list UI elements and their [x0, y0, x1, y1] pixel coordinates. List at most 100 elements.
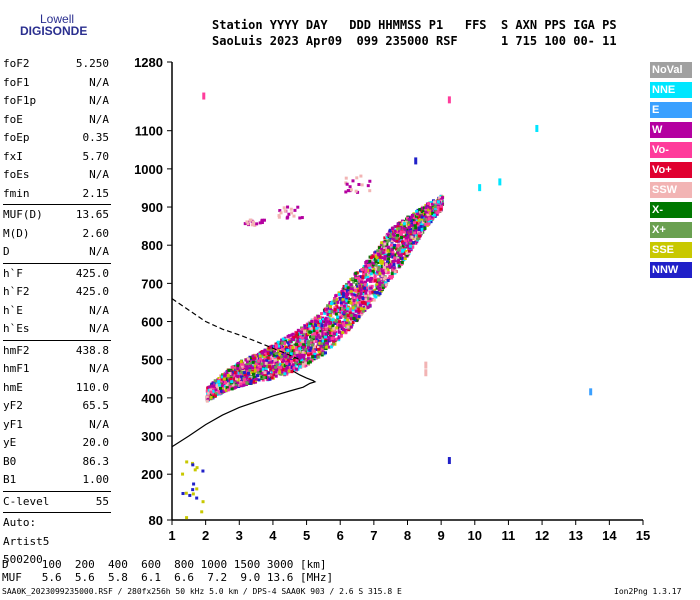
- echo-pixel: [274, 365, 278, 369]
- echo-pixel: [395, 236, 399, 240]
- param-row: h`E N/A: [2, 302, 168, 321]
- echo-pixel: [267, 363, 271, 367]
- echo-pixel: [240, 362, 244, 366]
- echo-pixel: [373, 274, 377, 278]
- echo-pixel: [321, 318, 325, 322]
- echo-pixel: [417, 214, 421, 218]
- echo-pixel: [252, 366, 256, 370]
- echo-pixel: [396, 257, 400, 261]
- echo-pixel: [407, 225, 411, 229]
- echo-pixel: [274, 370, 278, 374]
- echo-pixel: [337, 330, 341, 334]
- echo-pixel: [297, 330, 301, 334]
- echo-pixel: [286, 348, 290, 352]
- echo-pixel: [200, 510, 204, 514]
- echo-pixel: [313, 335, 317, 339]
- echo-pixel: [380, 247, 384, 251]
- echo-pixel: [255, 222, 259, 226]
- echo-pixel: [331, 324, 335, 328]
- echo-pixel: [430, 215, 434, 219]
- separator: [3, 512, 111, 513]
- echo-pixel: [207, 397, 211, 401]
- echo-pixel: [231, 374, 235, 378]
- echo-pixel: [279, 366, 283, 370]
- param-value: 5.250: [75, 57, 109, 70]
- echo-pixel: [346, 292, 350, 296]
- echo-pixel: [341, 292, 345, 296]
- echo-pixel: [278, 350, 282, 354]
- echo-pixel: [333, 308, 337, 312]
- echo-pixel: [297, 349, 301, 353]
- echo-pixel: [390, 272, 394, 276]
- echo-pixel: [236, 375, 240, 379]
- echo-pixel: [377, 246, 381, 250]
- echo-pixel: [342, 304, 346, 308]
- legend-item: Vo+: [650, 162, 692, 178]
- echo-pixel: [337, 320, 341, 324]
- echo-pixel: [202, 92, 206, 100]
- echo-pixel: [306, 344, 310, 348]
- echo-pixel: [358, 300, 362, 304]
- echo-pixel: [407, 249, 411, 253]
- echo-pixel: [414, 228, 418, 232]
- echo-pixel: [295, 367, 299, 371]
- echo-pixel: [252, 220, 256, 224]
- echo-pixel: [260, 221, 264, 225]
- echo-pixel: [312, 320, 316, 324]
- echo-pixel: [304, 361, 308, 365]
- echo-pixel: [369, 277, 373, 281]
- echo-pixel: [324, 327, 328, 331]
- footer-file-info: SAA0K_2023099235000.RSF / 280fx256h 50 k…: [2, 587, 402, 596]
- legend-item: NoVal: [650, 62, 692, 78]
- echo-pixel: [320, 332, 324, 336]
- echo-pixel: [396, 222, 400, 226]
- echo-pixel: [210, 384, 214, 388]
- echo-pixel: [429, 208, 433, 212]
- echo-pixel: [429, 211, 433, 215]
- echo-pixel: [381, 283, 385, 287]
- echo-pixel: [396, 224, 400, 228]
- param-row: hmF2 438.8: [2, 342, 168, 361]
- echo-pixel: [214, 388, 218, 392]
- echo-pixel: [343, 319, 347, 323]
- echo-pixel: [184, 491, 188, 495]
- echo-pixel: [355, 297, 359, 301]
- param-value: 86.3: [82, 454, 110, 468]
- param-value: N/A: [89, 112, 109, 126]
- echo-pixel: [351, 308, 355, 312]
- echo-pixel: [427, 220, 431, 224]
- echo-pixel: [332, 299, 336, 303]
- echo-pixel: [181, 492, 185, 496]
- echo-pixel: [260, 354, 264, 358]
- echo-pixel: [364, 270, 368, 274]
- echo-pixel: [274, 374, 278, 378]
- muf-distance-row: D 100 200 400 600 800 1000 1500 3000 [km…: [2, 558, 327, 571]
- echo-pixel: [414, 226, 418, 230]
- echo-pixel: [377, 278, 381, 282]
- echo-pixel: [394, 247, 398, 251]
- echo-pixel: [366, 275, 370, 279]
- echo-pixel: [344, 190, 348, 194]
- echo-pixel: [405, 251, 409, 255]
- echo-pixel: [279, 211, 283, 215]
- echo-pixel: [376, 270, 380, 274]
- echo-pixel: [247, 379, 251, 383]
- echo-pixel: [224, 388, 228, 392]
- echo-pixel: [354, 298, 358, 302]
- echo-pixel: [296, 353, 300, 357]
- param-name: D: [3, 245, 10, 258]
- echo-pixel: [220, 377, 224, 381]
- echo-pixel: [293, 351, 297, 355]
- legend-item: NNE: [650, 82, 692, 98]
- echo-pixel: [396, 230, 400, 234]
- echo-pixel: [351, 306, 355, 310]
- echo-pixel: [409, 215, 413, 219]
- echo-pixel: [281, 337, 285, 341]
- echo-pixel: [266, 350, 270, 354]
- echo-pixel: [320, 324, 324, 328]
- echo-pixel: [209, 390, 213, 394]
- echo-pixel: [316, 331, 320, 335]
- echo-pixel: [316, 339, 320, 343]
- echo-pixel: [306, 361, 310, 365]
- echo-pixel: [195, 466, 199, 470]
